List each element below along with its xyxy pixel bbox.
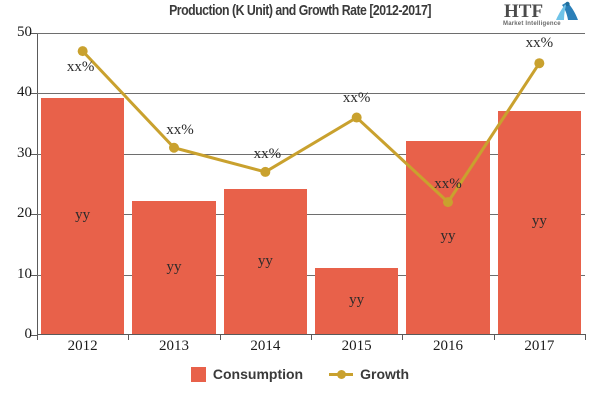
y-tick-label: 20 — [17, 205, 32, 222]
bar-2013[interactable] — [132, 201, 216, 334]
x-axis-labels: 2012 2013 2014 2015 2016 2017 — [37, 338, 585, 360]
growth-line-path — [81, 50, 541, 204]
bar-value-label: yy — [75, 207, 91, 224]
legend-line-marker-icon — [329, 367, 354, 381]
brand-wordmark: HTF — [504, 1, 544, 22]
y-tick-label: 10 — [17, 265, 32, 282]
x-tick-label-2016: 2016 — [433, 338, 463, 354]
chart-legend: Consumption Growth — [0, 366, 600, 382]
y-tick-label: 30 — [17, 144, 32, 161]
y-axis-labels: 0 10 20 30 40 50 — [0, 24, 32, 342]
line-series-growth — [77, 46, 545, 208]
plot-area: yy yy yy yy yy yy xx% xx% xx% xx% xx% xx% — [31, 33, 586, 340]
legend-label: Growth — [360, 366, 410, 382]
y-tick-label: 50 — [17, 24, 32, 40]
gridline — [37, 153, 585, 155]
y-tick-mark — [31, 214, 37, 216]
growth-point-marker[interactable] — [77, 46, 88, 57]
x-tick-label-2013: 2013 — [159, 338, 189, 354]
growth-value-label: xx% — [66, 59, 95, 76]
bar-2014[interactable] — [223, 189, 307, 334]
chart-title: Production (K Unit) and Growth Rate [201… — [169, 2, 431, 19]
x-tick-mark — [37, 334, 38, 340]
growth-point-marker[interactable] — [260, 166, 271, 177]
brand-tagline: Market Intelligence — [503, 21, 561, 27]
y-tick-label: 40 — [17, 84, 32, 101]
growth-value-label: xx% — [253, 145, 282, 162]
x-tick-label-2012: 2012 — [67, 338, 98, 354]
bar-value-label: yy — [257, 252, 273, 269]
growth-point-marker[interactable] — [534, 58, 545, 69]
gridline — [37, 214, 585, 216]
growth-point-marker[interactable] — [169, 142, 179, 153]
x-tick-mark — [311, 334, 312, 340]
x-tick-label-2017: 2017 — [524, 338, 555, 354]
bar-value-label: yy — [440, 228, 456, 245]
brand-logo: HTF Market Intelligence — [498, 1, 594, 31]
bar-2012[interactable] — [41, 98, 125, 334]
x-tick-mark — [402, 334, 404, 340]
gridline — [37, 93, 585, 95]
legend-label: Consumption — [212, 366, 304, 382]
x-tick-label-2014: 2014 — [250, 338, 281, 354]
x-tick-mark — [128, 334, 130, 340]
bar-2017[interactable] — [497, 110, 581, 334]
legend-swatch-icon — [190, 366, 206, 382]
y-tick-label: 0 — [24, 326, 33, 342]
y-tick-mark — [31, 93, 37, 95]
gridline — [37, 274, 585, 276]
legend-item-consumption[interactable]: Consumption — [190, 366, 304, 382]
bar-value-label: yy — [166, 258, 182, 275]
gridline — [37, 33, 585, 34]
y-axis-line — [37, 33, 38, 335]
x-tick-mark — [493, 334, 495, 340]
growth-value-label: xx% — [166, 121, 194, 138]
bar-value-label: yy — [531, 213, 547, 230]
y-tick-mark — [31, 335, 37, 336]
y-tick-mark — [31, 274, 37, 276]
x-tick-mark — [219, 334, 221, 340]
x-tick-label-2015: 2015 — [341, 338, 372, 354]
growth-value-label: xx% — [434, 176, 462, 193]
growth-point-marker[interactable] — [351, 112, 362, 123]
growth-point-marker[interactable] — [443, 197, 453, 208]
bar-2015[interactable] — [315, 267, 399, 334]
bar-2016[interactable] — [406, 140, 490, 334]
legend-item-growth[interactable]: Growth — [329, 366, 409, 382]
growth-value-label: xx% — [342, 89, 371, 106]
y-tick-mark — [31, 153, 37, 155]
bar-value-label: yy — [349, 291, 365, 308]
x-tick-mark — [585, 334, 586, 340]
y-tick-mark — [31, 33, 37, 34]
growth-value-label: xx% — [525, 35, 554, 52]
swoosh-logo-icon — [554, 1, 580, 27]
